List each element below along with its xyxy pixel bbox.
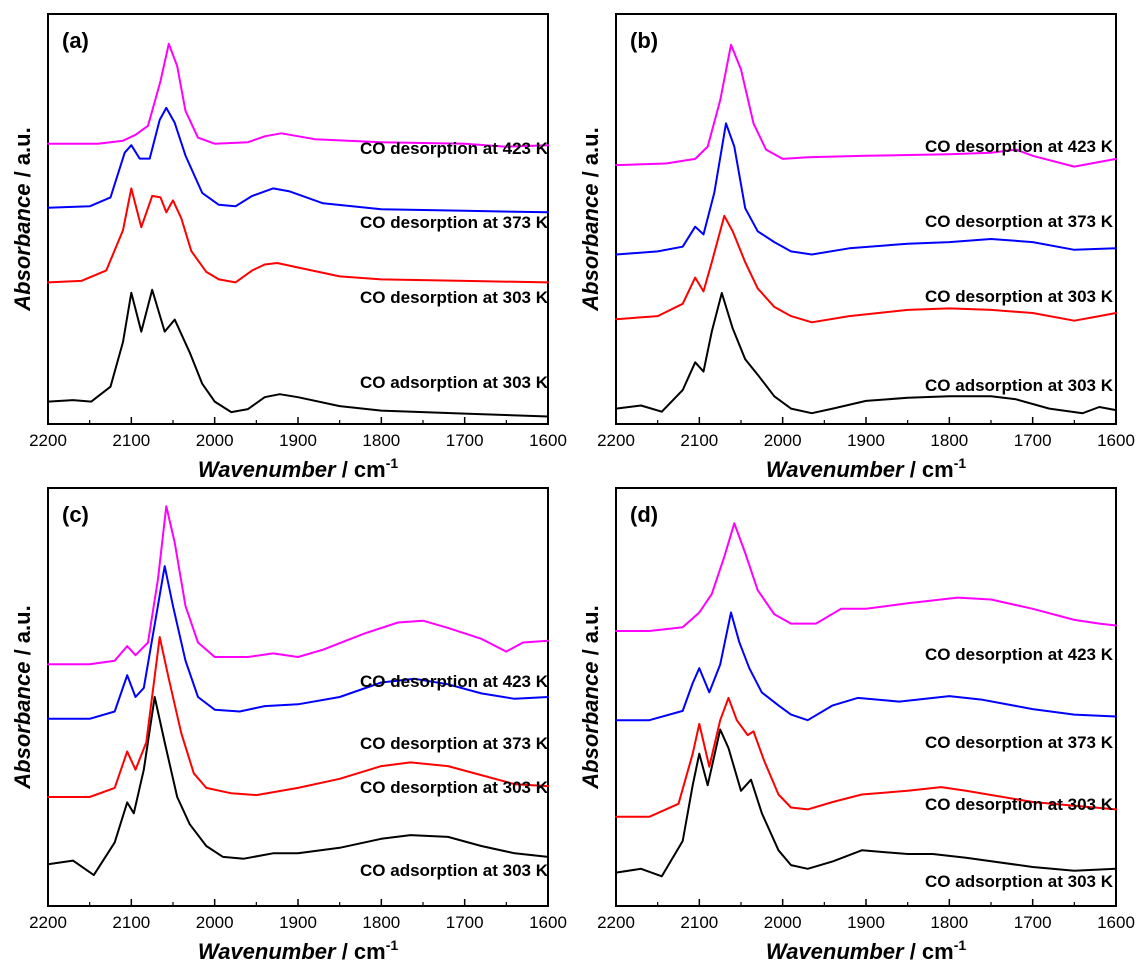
x-axis-title-unit: / cm	[904, 939, 954, 964]
x-axis-title-unit: / cm	[336, 939, 386, 964]
x-axis-title-unit: / cm	[904, 457, 954, 482]
y-axis-title-main: Absorbance	[10, 662, 35, 790]
panel-label: (b)	[630, 28, 658, 53]
x-tick-label: 2000	[764, 431, 802, 450]
x-axis-title-superscript: -1	[954, 455, 967, 471]
x-axis-title-unit: / cm	[336, 457, 386, 482]
series-line	[47, 505, 549, 666]
series-line	[615, 522, 1117, 632]
x-tick-label: 1600	[529, 431, 567, 450]
series-label: CO desorption at 373 K	[925, 212, 1114, 231]
series-label: CO adsorption at 303 K	[925, 872, 1114, 891]
x-tick-label: 1900	[279, 431, 317, 450]
y-axis-title-unit: / a.u.	[10, 605, 35, 661]
series-line	[47, 288, 549, 418]
series-line	[47, 696, 549, 877]
x-tick-label: 1800	[362, 913, 400, 932]
x-tick-label: 2000	[196, 913, 234, 932]
series-line	[615, 696, 1117, 818]
series-line	[615, 214, 1117, 324]
panel-label: (a)	[62, 28, 89, 53]
x-tick-label: 2100	[680, 913, 718, 932]
series-line	[615, 43, 1117, 168]
series-line	[47, 187, 549, 284]
x-tick-label: 1700	[1014, 431, 1052, 450]
series-label: CO desorption at 423 K	[360, 139, 549, 158]
y-axis-title-unit: / a.u.	[578, 605, 603, 661]
panel-1: 2200 2100 2000 1900 1800 1700 1600 CO adsorptio…	[10, 13, 567, 482]
y-axis-title-unit: / a.u.	[10, 127, 35, 183]
x-tick-label: 2000	[196, 431, 234, 450]
series-label: CO desorption at 373 K	[925, 733, 1114, 752]
series-line	[47, 636, 549, 798]
x-axis-title: Wavenumber / cm-1	[198, 937, 399, 964]
x-tick-label: 1700	[1014, 913, 1052, 932]
panel-label: (d)	[630, 502, 658, 527]
x-tick-label: 2100	[680, 431, 718, 450]
series-line	[615, 728, 1117, 878]
x-tick-label: 2200	[597, 913, 635, 932]
y-axis-title-main: Absorbance	[578, 184, 603, 312]
x-axis-title-main: Wavenumber	[766, 457, 905, 482]
series-line	[615, 611, 1117, 722]
x-tick-label: 2200	[29, 431, 67, 450]
series-label: CO desorption at 373 K	[360, 734, 549, 753]
x-tick-label: 1600	[529, 913, 567, 932]
x-tick-label: 2000	[764, 913, 802, 932]
y-axis-title: Absorbance / a.u.	[578, 127, 603, 311]
y-axis-title: Absorbance / a.u.	[10, 605, 35, 789]
series-label: CO desorption at 303 K	[360, 288, 549, 307]
x-axis-title-superscript: -1	[954, 937, 967, 953]
series-line	[47, 42, 549, 148]
x-tick-label: 1900	[847, 913, 885, 932]
series-label: CO desorption at 303 K	[360, 778, 549, 797]
plot-frame	[615, 487, 1117, 907]
y-axis-title: Absorbance / a.u.	[10, 127, 35, 311]
series-label: CO desorption at 303 K	[925, 287, 1114, 306]
x-tick-label: 1800	[930, 913, 968, 932]
x-axis-title: Wavenumber / cm-1	[198, 455, 399, 482]
x-axis-title-superscript: -1	[386, 937, 399, 953]
x-tick-label: 1900	[847, 431, 885, 450]
x-tick-label: 1600	[1097, 431, 1135, 450]
series-line	[615, 292, 1117, 415]
x-tick-label: 2200	[597, 431, 635, 450]
x-axis-title-main: Wavenumber	[198, 939, 337, 964]
series-line	[47, 106, 549, 214]
x-tick-label: 1700	[446, 431, 484, 450]
series-label: CO adsorption at 303 K	[360, 373, 549, 392]
x-tick-label: 1800	[362, 431, 400, 450]
x-tick-label: 2200	[29, 913, 67, 932]
x-axis-title-superscript: -1	[386, 455, 399, 471]
series-label: CO desorption at 373 K	[360, 213, 549, 232]
series-label: CO desorption at 303 K	[925, 795, 1114, 814]
y-axis-title-main: Absorbance	[578, 662, 603, 790]
series-line	[47, 565, 549, 720]
x-tick-label: 1700	[446, 913, 484, 932]
x-tick-label: 1600	[1097, 913, 1135, 932]
panel-4: 2200 2100 2000 1900 1800 1700 1600 CO adsorptio…	[578, 487, 1135, 964]
panel-3: 2200 2100 2000 1900 1800 1700 1600 CO adsorptio…	[10, 487, 567, 964]
y-axis-title-main: Absorbance	[10, 184, 35, 312]
x-tick-label: 2100	[112, 431, 150, 450]
series-label: CO desorption at 423 K	[360, 672, 549, 691]
x-tick-label: 2100	[112, 913, 150, 932]
panel-2: 2200 2100 2000 1900 1800 1700 1600 CO adsorptio…	[578, 13, 1135, 482]
x-axis-title-main: Wavenumber	[198, 457, 337, 482]
x-axis-title-main: Wavenumber	[766, 939, 905, 964]
series-line	[615, 122, 1117, 256]
series-label: CO adsorption at 303 K	[360, 861, 549, 880]
x-tick-label: 1900	[279, 913, 317, 932]
x-axis-title: Wavenumber / cm-1	[766, 937, 967, 964]
y-axis-title: Absorbance / a.u.	[578, 605, 603, 789]
x-tick-label: 1800	[930, 431, 968, 450]
series-label: CO desorption at 423 K	[925, 645, 1114, 664]
series-label: CO desorption at 423 K	[925, 137, 1114, 156]
panel-label: (c)	[62, 502, 89, 527]
x-axis-title: Wavenumber / cm-1	[766, 455, 967, 482]
y-axis-title-unit: / a.u.	[578, 127, 603, 183]
series-label: CO adsorption at 303 K	[925, 376, 1114, 395]
